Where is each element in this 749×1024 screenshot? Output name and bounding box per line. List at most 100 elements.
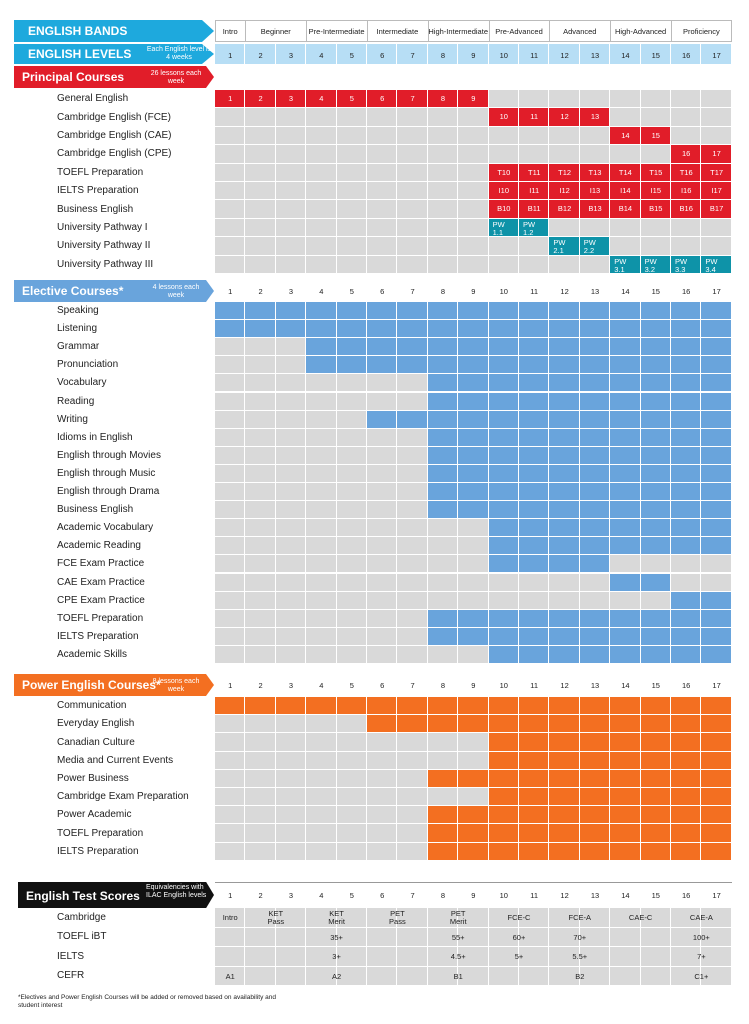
principal-cell: [610, 90, 641, 109]
elective-cell: [519, 428, 550, 447]
principal-cell: [458, 255, 489, 274]
elective-cell: [427, 537, 459, 556]
principal-cell: [579, 237, 611, 256]
tests-cell: [367, 927, 398, 947]
elective-cell: [427, 573, 459, 592]
row-label: FCE Exam Practice: [57, 558, 145, 570]
principal-cell: [458, 145, 489, 164]
row-label: TOEFL Preparation: [57, 166, 144, 178]
elective-cell: [215, 519, 246, 538]
tests-level-num: 2: [258, 891, 263, 900]
power-cell: [427, 715, 459, 734]
tests-cell: [427, 908, 459, 928]
tests-cell-label: B1: [453, 971, 463, 981]
elective-cell: [549, 356, 580, 375]
elective-cell: [579, 392, 611, 411]
elective-cell: [306, 374, 337, 393]
tests-cell: [427, 947, 459, 967]
row-label: Cambridge Exam Preparation: [57, 791, 189, 803]
elective-cell: [458, 410, 489, 429]
tests-level-num: 5: [349, 891, 354, 900]
elective-cell: [397, 591, 428, 610]
elective-cell: [397, 302, 428, 321]
power-cell: [488, 751, 519, 770]
power-cell: [397, 769, 428, 788]
principal-cell: [549, 218, 580, 238]
principal-cell: [367, 163, 398, 182]
elective-cell: [579, 320, 611, 339]
elective-cell: [671, 338, 702, 357]
tests-level-num: 14: [621, 891, 630, 900]
row-label: TOEFL Preparation: [57, 827, 144, 839]
elective-cell: [640, 356, 671, 375]
elective-cell: [275, 374, 307, 393]
elective-cell: [306, 519, 337, 538]
principal-cell: [427, 108, 459, 127]
power-cell: [275, 788, 307, 807]
power-level-num: 11: [530, 681, 539, 690]
elective-cell: [215, 428, 246, 447]
elective-cell: [671, 374, 702, 393]
power-level-num: 2: [258, 681, 263, 690]
principal-cell: [427, 182, 459, 201]
power-cell: [549, 769, 580, 788]
elective-cell: [245, 501, 276, 520]
level-num: 15: [651, 51, 660, 60]
elective-cell: [519, 410, 550, 429]
elective-cell: [336, 501, 367, 520]
elective-cell: [579, 356, 611, 375]
principal-cell: [671, 145, 702, 164]
elective-cell: [701, 555, 732, 574]
elective-cell: [488, 519, 519, 538]
elective-cell: [367, 446, 398, 465]
level-cell: [427, 44, 459, 64]
elective-cell: [367, 627, 398, 646]
principal-cell: [579, 182, 611, 201]
principal-cell: [245, 200, 276, 219]
elective-note: 4 lessons each week: [152, 284, 200, 299]
elective-cell: [215, 555, 246, 574]
elective-cell: [245, 555, 276, 574]
elective-cell: [671, 645, 702, 664]
power-cell: [306, 769, 337, 788]
principal-cell: [640, 218, 671, 238]
power-cell: [427, 806, 459, 825]
principal-cell-label: T15: [649, 167, 663, 177]
tests-cell: [215, 927, 246, 947]
elective-cell: [671, 410, 702, 429]
power-cell: [215, 751, 246, 770]
tests-cell: [701, 927, 732, 947]
principal-cell: [610, 108, 641, 127]
power-cell: [245, 824, 276, 843]
row-label: CAE Exam Practice: [57, 576, 145, 588]
elective-cell: [215, 302, 246, 321]
row-label: University Pathway I: [57, 222, 148, 233]
principal-cell: [549, 90, 580, 109]
power-cell: [519, 751, 550, 770]
band-label-3: Intermediate: [376, 27, 419, 36]
elective-cell: [579, 464, 611, 483]
elective-cell: [245, 392, 276, 411]
principal-cell: [215, 182, 246, 201]
row-label: General English: [57, 93, 129, 105]
elective-cell: [671, 483, 702, 502]
power-cell: [671, 769, 702, 788]
principal-cell: [671, 182, 702, 201]
power-cell: [397, 806, 428, 825]
power-cell: [488, 733, 519, 752]
principal-cell: [245, 237, 276, 256]
elective-cell: [367, 356, 398, 375]
elective-cell: [579, 627, 611, 646]
principal-cell: [215, 237, 246, 256]
principal-cell: [397, 163, 428, 182]
elective-cell: [640, 338, 671, 357]
principal-cell: [215, 163, 246, 182]
principal-cell: [397, 182, 428, 201]
power-cell: [671, 806, 702, 825]
principal-cell: [275, 237, 307, 256]
tests-cell: [427, 966, 459, 986]
power-cell: [671, 751, 702, 770]
elective-level-num: 3: [288, 287, 294, 296]
elective-cell: [306, 338, 337, 357]
